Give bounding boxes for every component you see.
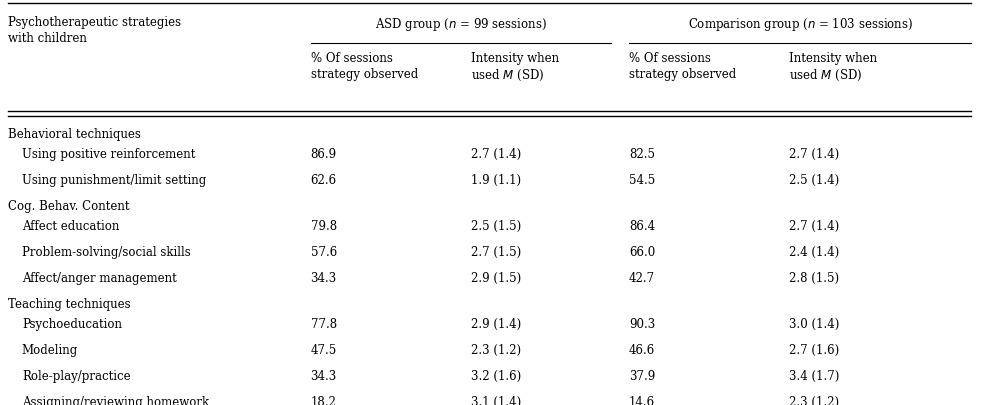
Text: 2.3 (1.2): 2.3 (1.2) <box>789 395 839 405</box>
Text: 2.7 (1.4): 2.7 (1.4) <box>471 148 522 161</box>
Text: 90.3: 90.3 <box>629 317 656 330</box>
Text: 2.7 (1.6): 2.7 (1.6) <box>789 343 839 356</box>
Text: 2.9 (1.5): 2.9 (1.5) <box>471 271 522 284</box>
Text: 1.9 (1.1): 1.9 (1.1) <box>471 174 522 187</box>
Text: Using punishment/limit setting: Using punishment/limit setting <box>22 174 206 187</box>
Text: 42.7: 42.7 <box>629 271 655 284</box>
Text: ASD group ($n$ = 99 sessions): ASD group ($n$ = 99 sessions) <box>375 16 547 33</box>
Text: 2.9 (1.4): 2.9 (1.4) <box>471 317 522 330</box>
Text: 14.6: 14.6 <box>629 395 655 405</box>
Text: 86.9: 86.9 <box>311 148 336 161</box>
Text: 37.9: 37.9 <box>629 369 656 382</box>
Text: % Of sessions
strategy observed: % Of sessions strategy observed <box>629 52 737 81</box>
Text: Assigning/reviewing homework: Assigning/reviewing homework <box>22 395 209 405</box>
Text: 86.4: 86.4 <box>629 220 655 232</box>
Text: 2.7 (1.5): 2.7 (1.5) <box>471 245 522 258</box>
Text: Behavioral techniques: Behavioral techniques <box>8 128 141 141</box>
Text: Intensity when
used $M$ (SD): Intensity when used $M$ (SD) <box>789 52 877 83</box>
Text: 47.5: 47.5 <box>311 343 337 356</box>
Text: Psychotherapeutic strategies
with children: Psychotherapeutic strategies with childr… <box>8 16 181 45</box>
Text: 2.3 (1.2): 2.3 (1.2) <box>471 343 522 356</box>
Text: Role-play/practice: Role-play/practice <box>22 369 130 382</box>
Text: Problem-solving/social skills: Problem-solving/social skills <box>22 245 190 258</box>
Text: 2.7 (1.4): 2.7 (1.4) <box>789 220 839 232</box>
Text: 2.8 (1.5): 2.8 (1.5) <box>789 271 839 284</box>
Text: 34.3: 34.3 <box>311 369 337 382</box>
Text: 57.6: 57.6 <box>311 245 337 258</box>
Text: 3.2 (1.6): 3.2 (1.6) <box>471 369 522 382</box>
Text: 77.8: 77.8 <box>311 317 336 330</box>
Text: 18.2: 18.2 <box>311 395 336 405</box>
Text: Psychoeducation: Psychoeducation <box>22 317 122 330</box>
Text: 54.5: 54.5 <box>629 174 656 187</box>
Text: Teaching techniques: Teaching techniques <box>8 297 130 310</box>
Text: 46.6: 46.6 <box>629 343 656 356</box>
Text: 2.5 (1.4): 2.5 (1.4) <box>789 174 839 187</box>
Text: 2.4 (1.4): 2.4 (1.4) <box>789 245 839 258</box>
Text: Affect/anger management: Affect/anger management <box>22 271 176 284</box>
Text: Affect education: Affect education <box>22 220 119 232</box>
Text: 3.0 (1.4): 3.0 (1.4) <box>789 317 839 330</box>
Text: 82.5: 82.5 <box>629 148 655 161</box>
Text: Modeling: Modeling <box>22 343 78 356</box>
Text: Comparison group ($n$ = 103 sessions): Comparison group ($n$ = 103 sessions) <box>687 16 913 33</box>
Text: 66.0: 66.0 <box>629 245 656 258</box>
Text: 79.8: 79.8 <box>311 220 336 232</box>
Text: 34.3: 34.3 <box>311 271 337 284</box>
Text: % Of sessions
strategy observed: % Of sessions strategy observed <box>311 52 418 81</box>
Text: 2.7 (1.4): 2.7 (1.4) <box>789 148 839 161</box>
Text: 2.5 (1.5): 2.5 (1.5) <box>471 220 522 232</box>
Text: 62.6: 62.6 <box>311 174 336 187</box>
Text: Cog. Behav. Content: Cog. Behav. Content <box>8 200 129 213</box>
Text: 3.1 (1.4): 3.1 (1.4) <box>471 395 522 405</box>
Text: 3.4 (1.7): 3.4 (1.7) <box>789 369 839 382</box>
Text: Intensity when
used $M$ (SD): Intensity when used $M$ (SD) <box>471 52 559 83</box>
Text: Using positive reinforcement: Using positive reinforcement <box>22 148 195 161</box>
